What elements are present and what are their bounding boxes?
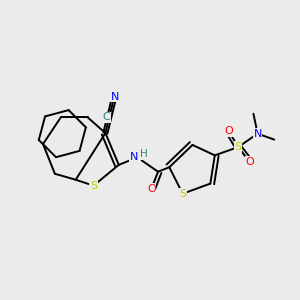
Text: H: H <box>140 149 148 160</box>
Text: N: N <box>254 129 262 139</box>
Text: S: S <box>179 189 186 199</box>
Text: O: O <box>245 157 254 167</box>
Text: N: N <box>111 92 119 101</box>
Text: C: C <box>102 112 110 122</box>
Text: S: S <box>235 142 242 152</box>
Text: O: O <box>224 126 233 136</box>
Text: O: O <box>147 184 156 194</box>
Text: S: S <box>90 181 97 191</box>
Text: N: N <box>130 152 138 161</box>
